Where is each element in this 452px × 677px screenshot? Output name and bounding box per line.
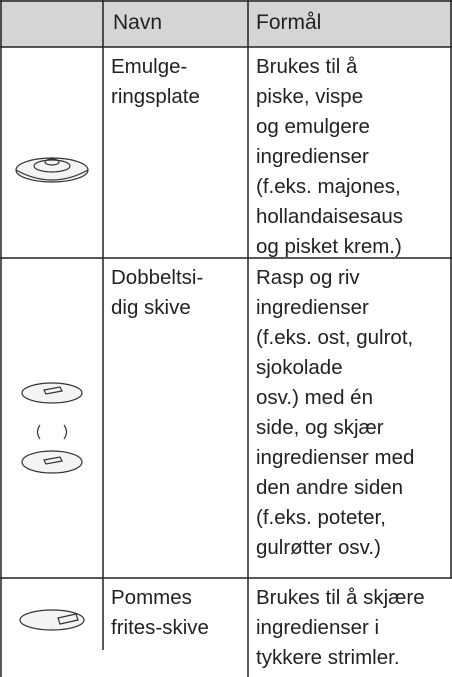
text-line: osv.) med én [256, 386, 373, 409]
text-line: (f.eks. ost, gulrot, [256, 326, 414, 349]
text-line: gulrøtter osv.) [256, 536, 381, 559]
text-line: og emulgere [256, 115, 370, 138]
text-line: dig skive [111, 296, 191, 319]
text-line: ingredienser i [256, 616, 380, 639]
text-line: Brukes til å [256, 55, 358, 78]
text-line: Rasp og riv [256, 266, 360, 289]
icon-fries-disc [19, 609, 85, 631]
text-line: frites-skive [111, 616, 209, 639]
text-line: og pisket krem.) [256, 235, 402, 258]
icon-double-disc [21, 382, 83, 474]
text-line: ringsplate [111, 85, 200, 108]
text-line: Pommes [111, 586, 192, 609]
text-line: Brukes til å skjære [256, 586, 425, 609]
text-line: hollandaisesaus [256, 205, 404, 228]
text-line: Dobbeltsi- [111, 266, 204, 289]
name-cell: Pommes frites-skive [111, 583, 209, 643]
text-line: ingredienser med [256, 446, 415, 469]
text-line: (f.eks. poteter, [256, 506, 386, 529]
header-cell: Formål [256, 11, 322, 34]
text-line: (f.eks. majones, [256, 175, 401, 198]
text-line: sjokolade [256, 356, 343, 379]
name-cell: Emulge-ringsplate [111, 52, 200, 112]
text-line: ingredienser [256, 145, 369, 168]
text-line: Emulge- [111, 55, 188, 78]
icon-emulsifier [15, 157, 89, 183]
text-line: ingredienser [256, 296, 369, 319]
purpose-cell: Brukes til å piske, vispe og emulgere ingre… [256, 52, 403, 262]
purpose-cell: Brukes til å skjære ingredienser i tykkere… [256, 583, 425, 673]
text-line: piske, vispe [256, 85, 364, 108]
header-cell: Navn [113, 11, 163, 34]
text-line: den andre siden [256, 476, 404, 499]
text-line: side, og skjær [256, 416, 384, 439]
name-cell: Dobbeltsi-dig skive [111, 263, 203, 323]
purpose-cell: Rasp og riv ingredienser (f.eks. ost, gulr… [256, 263, 414, 563]
header-bg [0, 0, 452, 47]
text-line: tykkere strimler. [256, 646, 400, 669]
